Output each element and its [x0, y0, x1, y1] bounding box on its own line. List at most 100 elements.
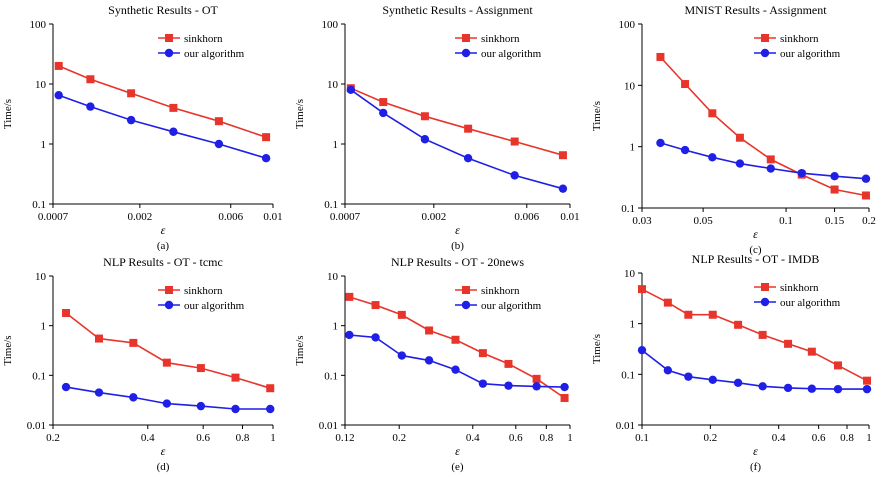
y-tick-label: 100 [322, 19, 339, 31]
data-point [504, 381, 513, 390]
data-point [379, 108, 388, 118]
y-tick-label: 0.01 [616, 420, 635, 432]
x-tick-label: 0.1 [635, 432, 649, 444]
series-line [58, 65, 267, 138]
data-point [663, 366, 673, 375]
y-tick-label: 10 [624, 268, 636, 280]
data-point [681, 80, 690, 89]
data-point [61, 382, 71, 392]
series-sinkhorn [345, 292, 569, 402]
series-line [350, 87, 564, 156]
series-line [641, 288, 868, 382]
data-point [54, 91, 63, 100]
data-point [94, 388, 104, 397]
legend-marker-square [165, 34, 173, 42]
data-point [54, 61, 63, 70]
legend-label: sinkhorn [184, 33, 223, 45]
legend-marker-circle [461, 300, 471, 310]
y-tick-label: 10 [624, 80, 636, 92]
data-point [663, 298, 672, 307]
data-point [169, 127, 178, 136]
x-tick-label: 0.6 [196, 432, 210, 444]
legend-label: our algorithm [184, 48, 245, 60]
y-tick-label: 0.01 [27, 420, 46, 432]
data-point [532, 374, 541, 383]
x-axis-label: ε [753, 227, 758, 241]
chart-4: NLP Results - OT - tcmc 0.01 0.1 1 10 0.2 0.4 0… [2, 255, 276, 473]
legend-label: our algorithm [780, 48, 841, 60]
x-tick-label: 1 [866, 432, 872, 444]
y-tick-label: 0.1 [621, 369, 635, 381]
chart-title: NLP Results - OT - tcmc [103, 255, 223, 269]
data-point [478, 349, 487, 358]
data-point [86, 75, 95, 84]
legend-label: sinkhorn [481, 33, 520, 45]
chart-caption: (a) [157, 240, 170, 252]
x-tick-label: 0.05 [693, 215, 713, 227]
data-point [266, 384, 275, 393]
x-tick-label: 0.8 [539, 432, 553, 444]
y-tick-label: 0.1 [32, 199, 46, 211]
series-our-algorithm [656, 138, 871, 183]
x-tick-label: 0.1 [779, 215, 793, 227]
data-point [708, 375, 717, 385]
data-point [86, 102, 95, 111]
data-point [451, 365, 460, 374]
y-tick-label: 10 [327, 271, 339, 283]
y-axis-label: Time/s [591, 334, 603, 364]
x-axis-label: ε [455, 444, 460, 458]
legend: sinkhorn our algorithm [158, 33, 245, 60]
y-tick-label: 10 [35, 79, 47, 91]
data-point [478, 379, 488, 388]
data-point [464, 124, 473, 133]
data-point [463, 153, 473, 163]
x-tick-label: 1 [270, 432, 276, 444]
data-point [127, 89, 136, 98]
series-line [660, 142, 867, 180]
data-point [637, 345, 647, 355]
data-point [214, 117, 223, 126]
data-point [196, 364, 205, 373]
y-axis-label: Time/s [2, 335, 14, 365]
legend-label: our algorithm [481, 300, 542, 312]
chart-title: Synthetic Results - Assignment [382, 3, 533, 17]
y-tick-label: 1 [41, 321, 47, 333]
legend-label: sinkhorn [481, 285, 520, 297]
data-point [379, 98, 388, 107]
y-tick-label: 10 [35, 271, 47, 283]
series-line [659, 56, 867, 197]
legend-marker-square [165, 286, 173, 294]
x-tick-label: 0.03 [632, 215, 652, 227]
data-point [346, 85, 356, 95]
y-axis-label: Time/s [591, 101, 603, 131]
y-tick-label: 1 [630, 142, 636, 154]
data-point [397, 351, 407, 360]
data-point [735, 159, 745, 168]
series-our-algorithm [345, 330, 569, 392]
chart-caption: (f) [750, 461, 761, 473]
data-point [214, 139, 224, 149]
x-tick-label: 0.01 [560, 211, 579, 223]
legend: sinkhorn our algorithm [455, 285, 542, 312]
y-axis-label: Time/s [2, 99, 14, 129]
data-point [708, 109, 717, 118]
chart-5: NLP Results - OT - 20news 0.01 0.1 1 10 0.12 0… [294, 255, 573, 473]
chart-1: Synthetic Results - OT 0.1 1 10 100 0.0007 0.0… [2, 3, 283, 252]
data-point [684, 372, 693, 381]
data-point [833, 361, 842, 370]
data-point [758, 382, 767, 391]
x-axis-label: ε [161, 444, 166, 458]
legend-marker-square [462, 286, 470, 294]
x-tick-label: 0.006 [514, 211, 539, 223]
data-point [833, 384, 843, 394]
data-point [397, 310, 406, 319]
data-point [510, 171, 519, 180]
data-point [684, 310, 693, 319]
data-point [420, 135, 430, 144]
legend-marker-square [761, 34, 769, 42]
data-point [830, 185, 839, 194]
series-line [65, 312, 271, 389]
data-point [758, 330, 767, 339]
